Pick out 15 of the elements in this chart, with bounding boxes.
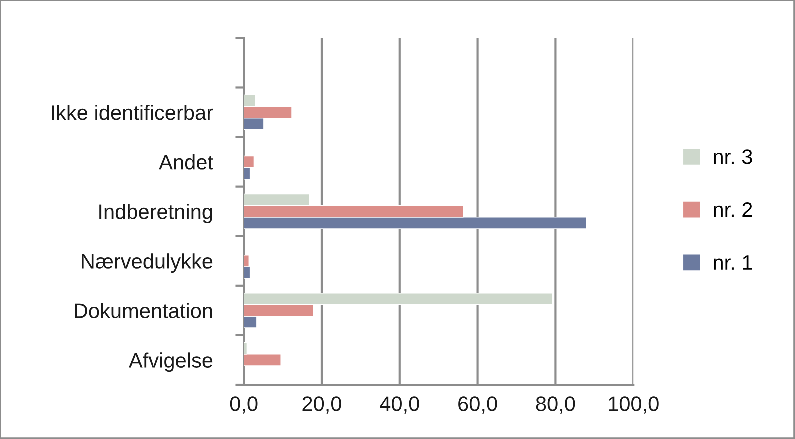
x-tick-label: 40,0: [380, 396, 420, 414]
x-tick-label: 80,0: [536, 396, 576, 414]
y-tick-label: Ikke identificerbar: [52, 104, 214, 120]
legend-label: nr. 3: [714, 150, 752, 164]
y-tick-label: Afvigelse: [129, 352, 213, 372]
y-tick-label: Nærvedulykke: [82, 254, 213, 274]
y-tick-label: Indberetning: [100, 204, 212, 224]
y-tick-label: Dokumentation: [75, 303, 212, 318]
x-tick-label: 100,0: [609, 396, 659, 414]
legend-label: nr. 1: [714, 256, 752, 270]
y-tick-label: Andet: [159, 154, 214, 170]
legend-label: nr. 2: [714, 202, 752, 218]
x-tick-label: 0,0: [230, 396, 258, 414]
x-tick-label: 60,0: [458, 396, 498, 414]
x-tick-label: 20,0: [302, 396, 342, 414]
